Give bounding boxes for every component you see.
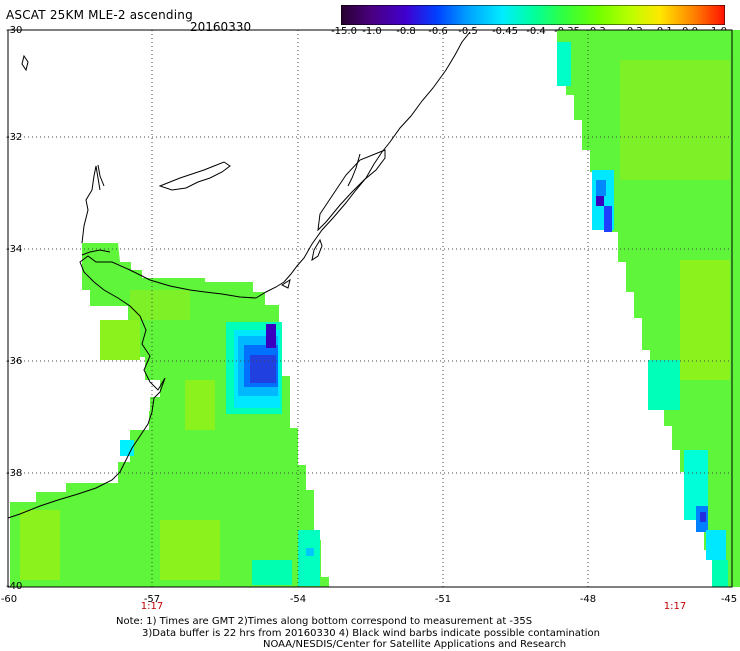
lime-patch <box>185 380 215 430</box>
lat-label: -38 <box>6 468 23 479</box>
map-frame <box>7 29 733 588</box>
map-title: ASCAT 25KM MLE-2 ascending <box>6 8 193 22</box>
lime-patch <box>620 60 730 180</box>
lon-label: -48 <box>579 594 597 605</box>
lon-label: -54 <box>289 594 307 605</box>
colorbar-tick: -0.4 <box>526 26 546 37</box>
cyan-zone <box>298 530 320 586</box>
lon-label: -57 <box>143 594 161 605</box>
deepblue-cell <box>700 512 706 522</box>
cyan-edge <box>706 530 726 560</box>
grid-lines <box>8 30 732 587</box>
lime-patch <box>680 260 730 380</box>
lat-label: -40 <box>6 581 23 592</box>
cyan-zone <box>252 560 292 585</box>
violet-cells <box>266 324 276 348</box>
colorbar-tick: -0.45 <box>492 26 518 37</box>
colorbar-tick: -15.0 <box>331 26 357 37</box>
lime-patch <box>160 520 220 580</box>
note-line-2: 3)Data buffer is 22 hrs from 20160330 4)… <box>142 628 600 639</box>
note-line-1: Note: 1) Times are GMT 2)Times along bot… <box>116 616 533 627</box>
time-label: 1:17 <box>663 601 687 612</box>
colorbar-tick: -0.8 <box>396 26 416 37</box>
lime-patch <box>20 510 60 580</box>
lat-label: -36 <box>6 356 23 367</box>
lightblue-cell <box>306 548 314 556</box>
colorbar-tick: -0.5 <box>458 26 478 37</box>
coastline <box>7 31 471 519</box>
colorbar-tick: -1.0 <box>362 26 382 37</box>
deepblue-zone <box>250 355 276 383</box>
violet-cell <box>596 196 604 206</box>
lat-label: -34 <box>6 244 23 255</box>
note-line-3: NOAA/NESDIS/Center for Satellite Applica… <box>263 639 567 650</box>
lime-patch <box>130 290 190 320</box>
lon-label: -45 <box>720 594 738 605</box>
cyan-edge <box>557 42 571 86</box>
time-label: 1:17 <box>140 601 164 612</box>
cyan-edge <box>712 560 728 587</box>
lime-patch <box>100 320 140 360</box>
lat-label: -30 <box>6 25 23 36</box>
lat-label: -32 <box>6 132 23 143</box>
lon-label: -60 <box>0 594 18 605</box>
colorbar-tick: -0.6 <box>428 26 448 37</box>
blue-cell <box>596 180 606 196</box>
lon-label: -51 <box>434 594 452 605</box>
blue-cell <box>604 206 612 232</box>
cyan-edge <box>648 360 680 410</box>
